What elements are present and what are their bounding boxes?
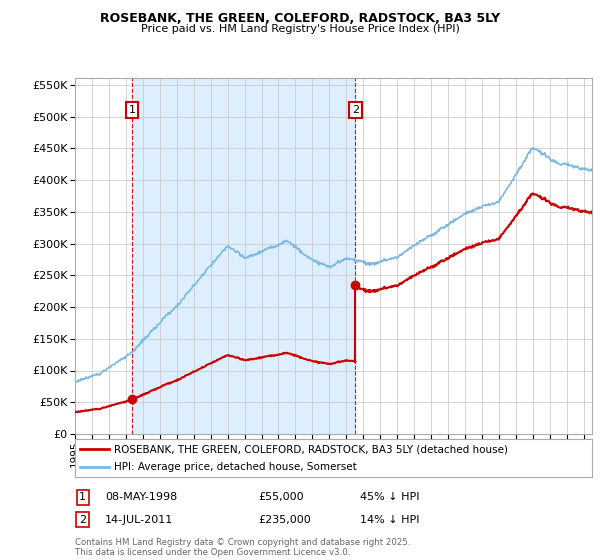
- Text: 1: 1: [128, 105, 136, 115]
- Text: 45% ↓ HPI: 45% ↓ HPI: [360, 492, 419, 502]
- Text: Price paid vs. HM Land Registry's House Price Index (HPI): Price paid vs. HM Land Registry's House …: [140, 24, 460, 34]
- Text: £55,000: £55,000: [258, 492, 304, 502]
- Text: Contains HM Land Registry data © Crown copyright and database right 2025.
This d: Contains HM Land Registry data © Crown c…: [75, 538, 410, 557]
- Text: 1: 1: [79, 492, 86, 502]
- Text: ROSEBANK, THE GREEN, COLEFORD, RADSTOCK, BA3 5LY (detached house): ROSEBANK, THE GREEN, COLEFORD, RADSTOCK,…: [114, 444, 508, 454]
- Text: 14% ↓ HPI: 14% ↓ HPI: [360, 515, 419, 525]
- Text: 08-MAY-1998: 08-MAY-1998: [105, 492, 177, 502]
- Text: 14-JUL-2011: 14-JUL-2011: [105, 515, 173, 525]
- Bar: [132, 78, 355, 434]
- Text: £235,000: £235,000: [258, 515, 311, 525]
- Text: ROSEBANK, THE GREEN, COLEFORD, RADSTOCK, BA3 5LY: ROSEBANK, THE GREEN, COLEFORD, RADSTOCK,…: [100, 12, 500, 25]
- Text: HPI: Average price, detached house, Somerset: HPI: Average price, detached house, Some…: [114, 462, 356, 472]
- Text: 2: 2: [352, 105, 359, 115]
- Text: 2: 2: [79, 515, 86, 525]
